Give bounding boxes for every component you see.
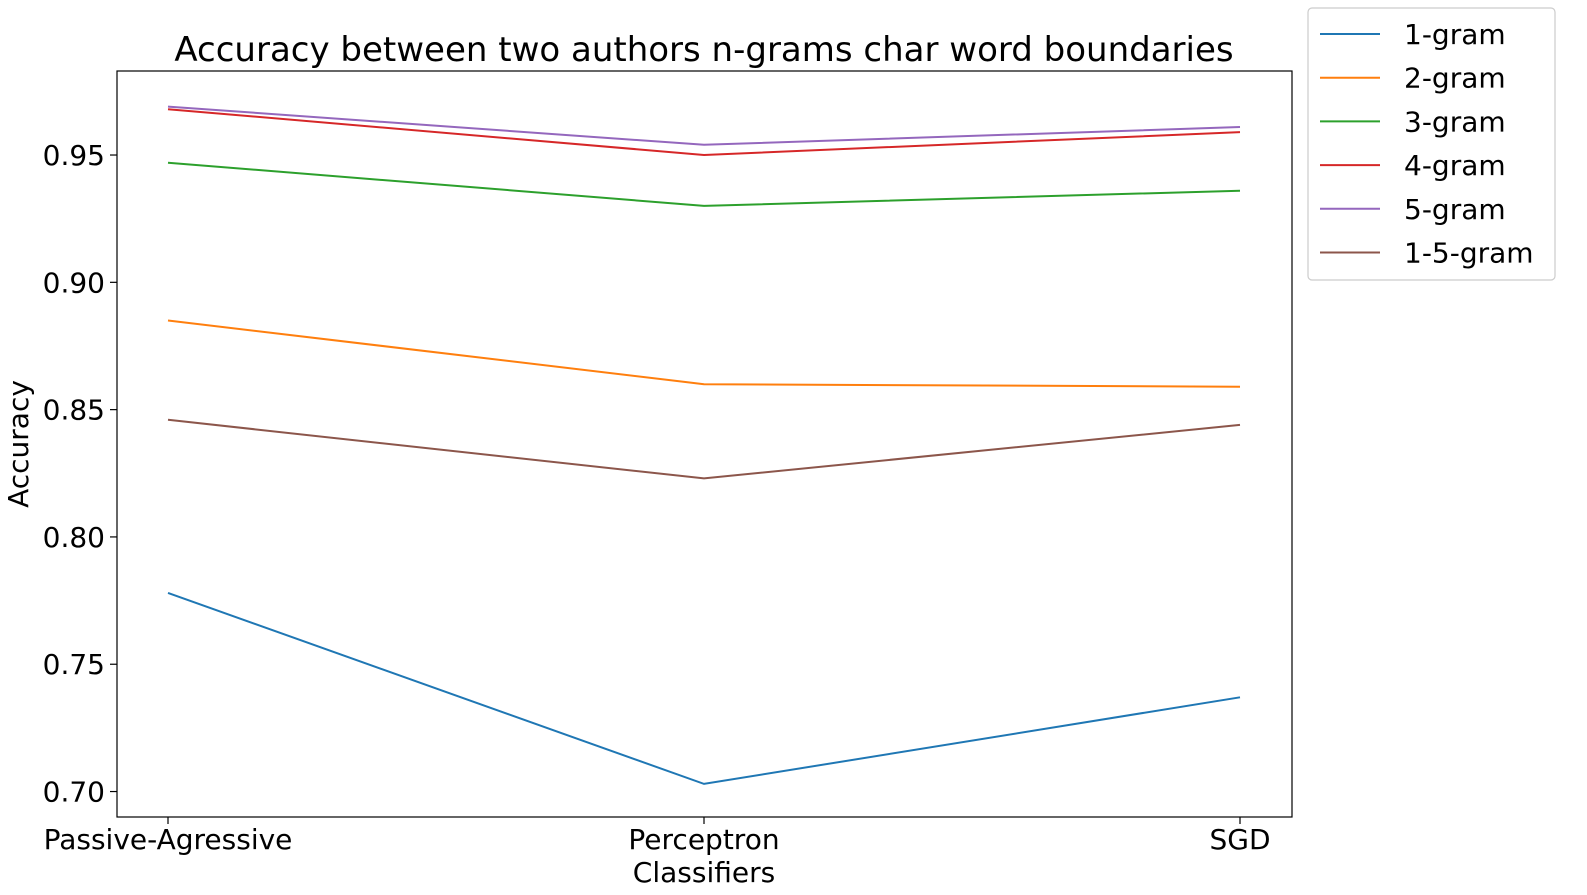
y-axis: 0.70 0.75 0.80 0.85 0.90 0.95 <box>43 139 117 809</box>
y-tick-label: 0.90 <box>43 266 105 299</box>
legend-items: 1-gram 2-gram 3-gram 4-gram 5-gram 1-5-gram <box>1320 18 1534 270</box>
plot-frame <box>116 70 1293 818</box>
legend-label: 3-gram <box>1404 105 1506 138</box>
y-tick-label: 0.70 <box>43 776 105 809</box>
legend-label: 1-5-gram <box>1404 237 1534 270</box>
legend-label: 4-gram <box>1404 149 1506 182</box>
y-tick-label: 0.75 <box>43 648 105 681</box>
legend-frame <box>1307 7 1556 281</box>
x-axis-label: Classifiers <box>633 856 775 889</box>
series-line-1-5-gram <box>167 418 1241 480</box>
legend-label: 1-gram <box>1404 18 1506 51</box>
y-axis-label: Accuracy <box>2 380 35 508</box>
legend-label: 5-gram <box>1404 193 1506 226</box>
y-tick-label: 0.85 <box>43 394 105 427</box>
x-axis: Passive-Agressive Perceptron SGD <box>44 817 1271 856</box>
legend-label: 2-gram <box>1404 62 1506 95</box>
series-line-3-gram <box>167 161 1241 207</box>
series-line-4-gram <box>167 108 1241 157</box>
y-tick-label: 0.95 <box>43 139 105 172</box>
series-line-5-gram <box>167 105 1241 146</box>
x-tick-label: Perceptron <box>628 823 779 856</box>
x-tick-label: SGD <box>1209 823 1270 856</box>
plot-area <box>116 70 1293 818</box>
chart-title: Accuracy between two authors n-grams cha… <box>174 30 1233 70</box>
x-tick-label: Passive-Agressive <box>44 823 293 856</box>
series-line-2-gram <box>167 319 1241 388</box>
series-line-1-gram <box>167 591 1241 785</box>
y-tick-label: 0.80 <box>43 521 105 554</box>
legend: 1-gram 2-gram 3-gram 4-gram 5-gram 1-5-gram <box>1307 7 1556 281</box>
series-layer <box>167 105 1241 785</box>
